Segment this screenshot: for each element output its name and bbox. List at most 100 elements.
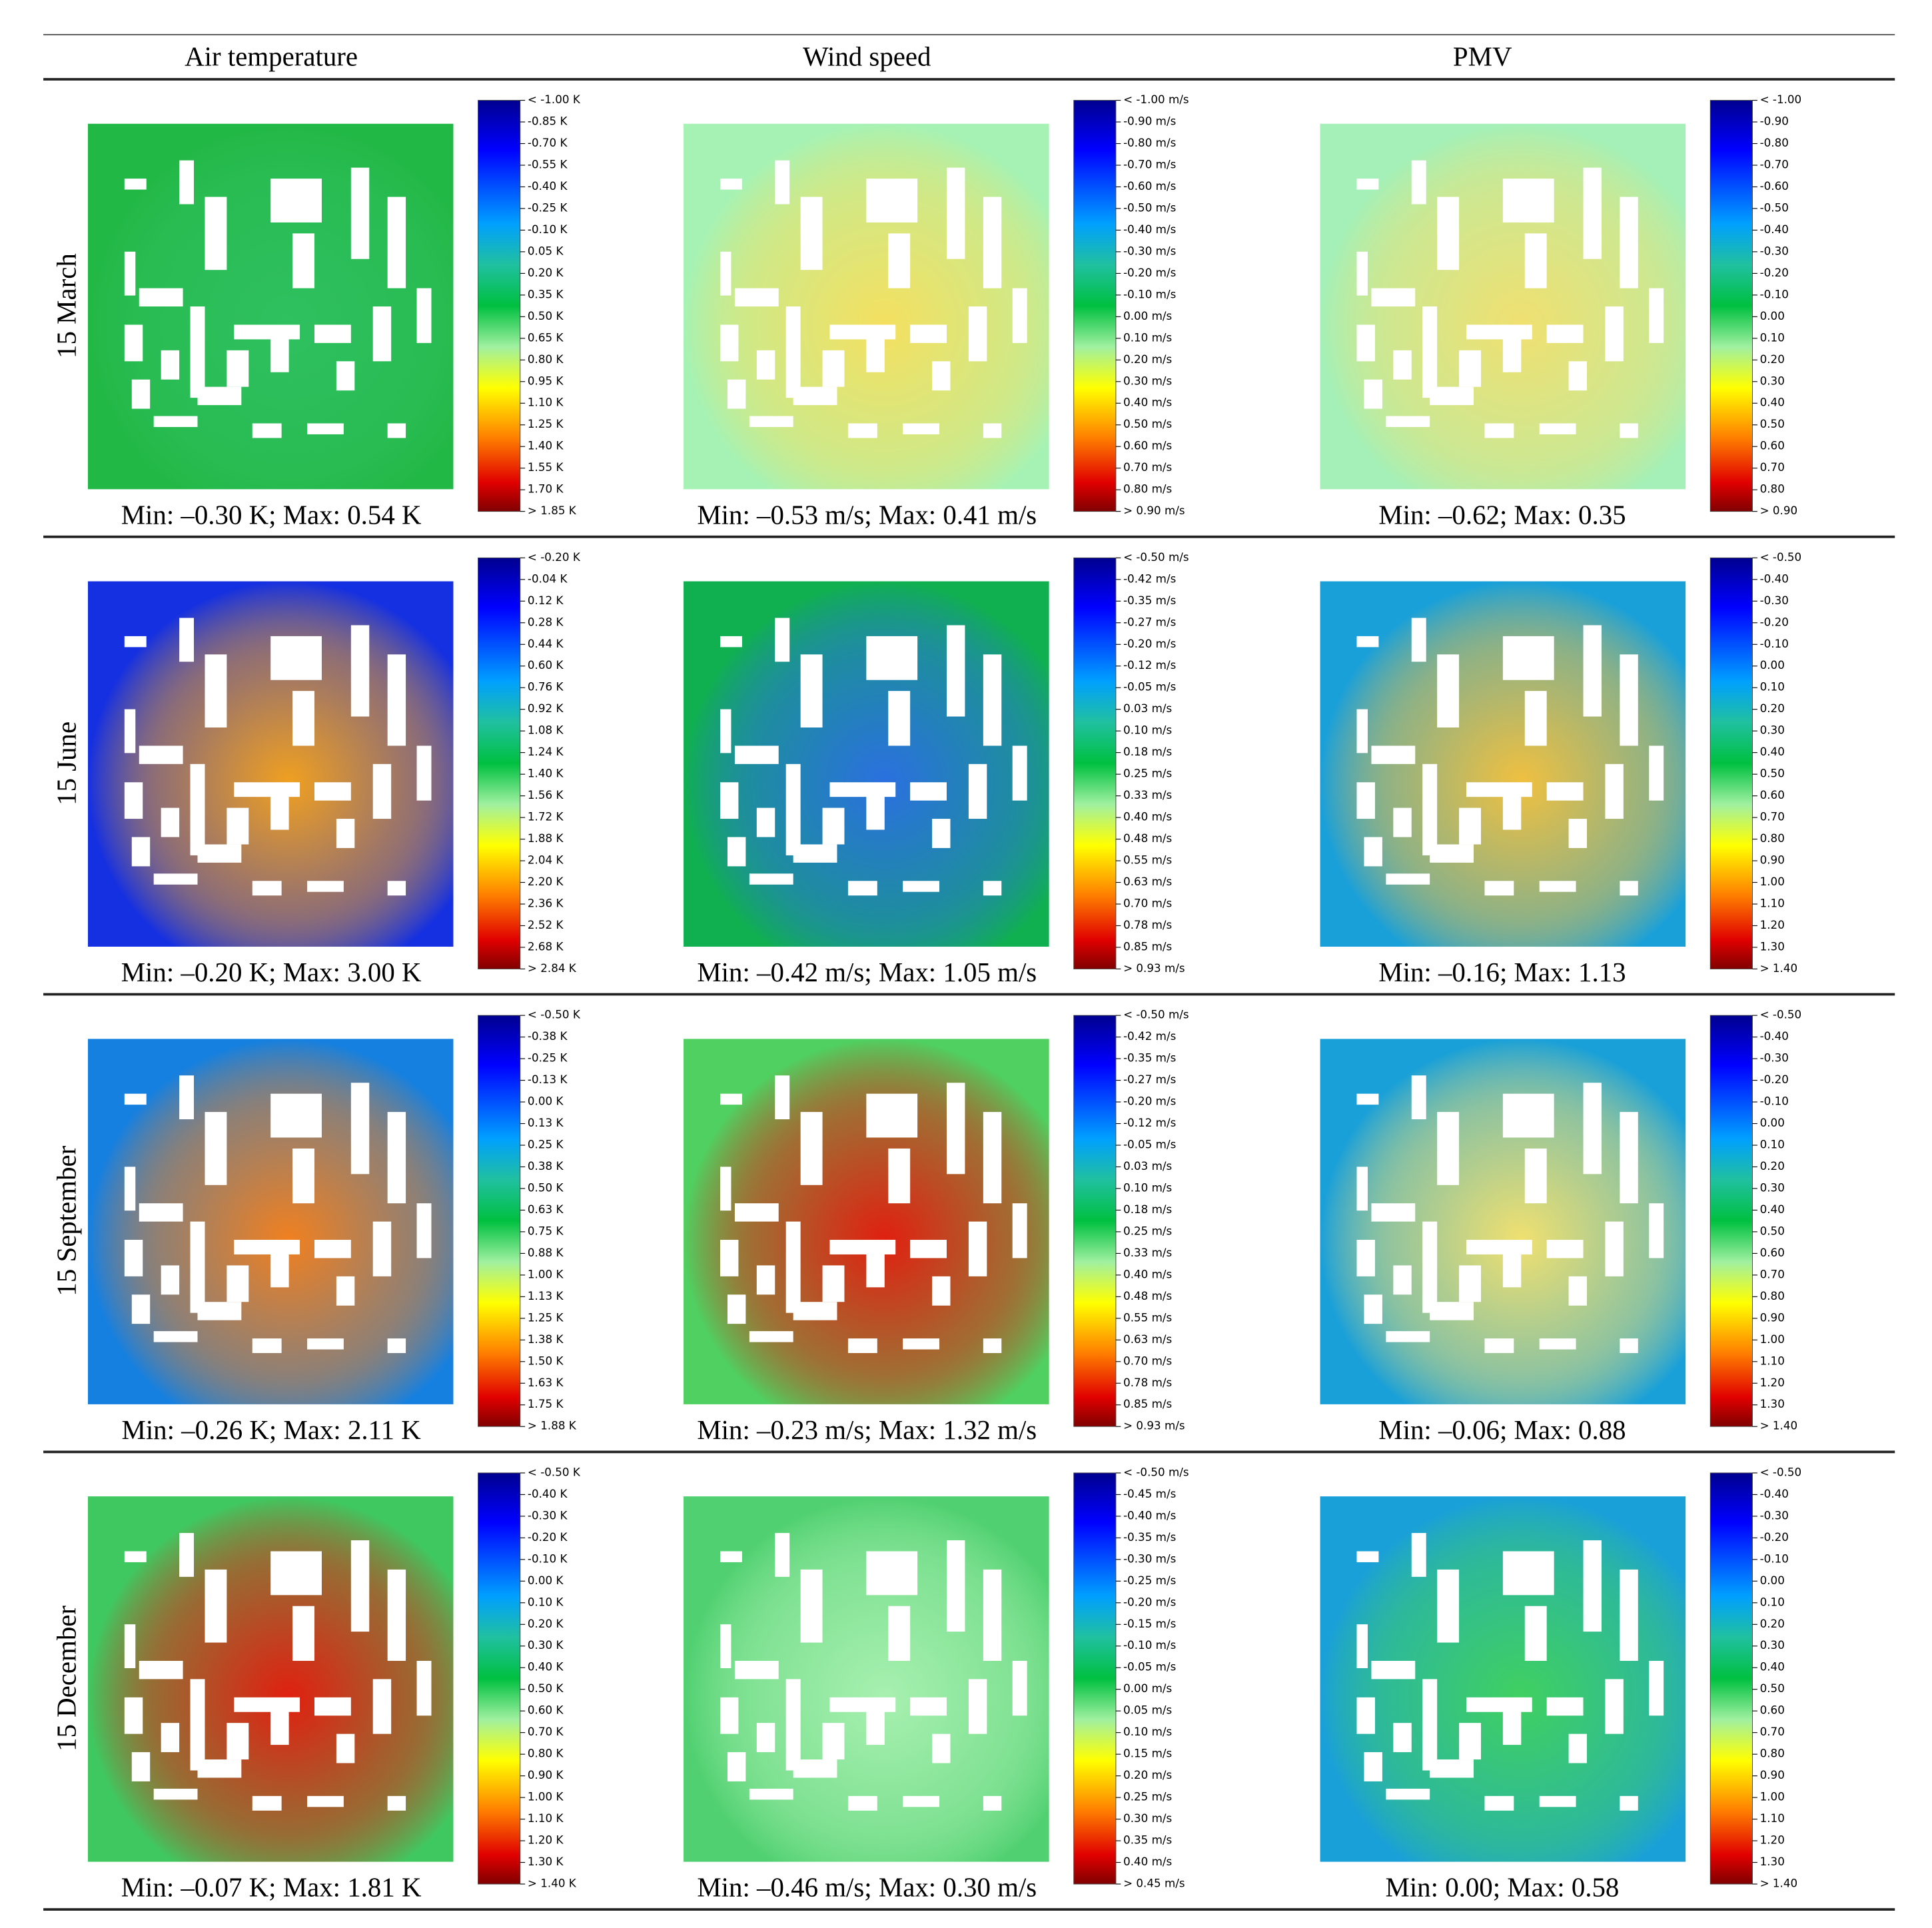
colorbar-label: 0.78 m/s [1123, 1376, 1172, 1389]
building [1356, 1240, 1375, 1276]
colorbar-label: -0.10 m/s [1123, 1638, 1176, 1652]
colorbar-label: 1.10 [1760, 1811, 1785, 1825]
building [161, 350, 180, 380]
building [847, 423, 877, 438]
building [153, 1788, 198, 1800]
colorbar-label: -0.90 [1760, 115, 1789, 128]
building [822, 1265, 845, 1302]
building [205, 1569, 227, 1643]
building [372, 1679, 392, 1734]
building [124, 1093, 147, 1105]
colorbar-label: 0.60 [1760, 1246, 1785, 1259]
colorbar-label: 1.00 [1760, 1790, 1785, 1803]
colorbar-label: > 2.84 K [528, 961, 577, 975]
building [234, 782, 300, 797]
building [866, 636, 918, 680]
column-header: PMV [1453, 42, 1512, 72]
colorbar-label: 0.90 [1760, 1768, 1785, 1781]
colorbar-label: 0.18 m/s [1123, 745, 1172, 758]
building [1364, 837, 1382, 867]
building [131, 1752, 151, 1781]
colorbar-label: 0.90 K [528, 1768, 564, 1781]
building [1605, 763, 1624, 819]
colorbar-label: 0.05 K [528, 244, 564, 257]
building [800, 197, 823, 270]
building [1466, 1240, 1532, 1254]
colorbar-label: 0.00 [1760, 1574, 1785, 1587]
building [1620, 423, 1638, 438]
colorbar-label: 1.08 K [528, 723, 564, 737]
colorbar-label: -0.40 [1760, 223, 1789, 236]
building [336, 1276, 355, 1306]
colorbar-label: 1.75 K [528, 1397, 564, 1410]
colorbar-label: -0.12 m/s [1123, 1116, 1176, 1129]
building [968, 1679, 987, 1734]
building [1437, 1112, 1460, 1185]
colorbar-label: 0.40 [1760, 745, 1785, 758]
building [314, 1697, 351, 1716]
colorbar-label: -0.05 m/s [1123, 680, 1176, 694]
building [372, 763, 392, 819]
building [252, 423, 282, 438]
colorbar-label: -0.10 [1760, 637, 1789, 650]
colorbar-label: -0.15 m/s [1123, 1617, 1176, 1630]
building [124, 1167, 136, 1211]
building [1371, 745, 1416, 764]
building [822, 807, 845, 845]
colorbar-label: 0.60 [1760, 439, 1785, 452]
building [131, 837, 151, 867]
colorbar-label: > 0.93 m/s [1123, 961, 1185, 975]
building [1568, 1276, 1587, 1306]
colorbar-label: 0.80 [1760, 1289, 1785, 1302]
building [793, 386, 837, 406]
building [1539, 881, 1576, 892]
building [785, 763, 801, 855]
building [1524, 1148, 1547, 1204]
building [1393, 1723, 1412, 1753]
colorbar-label: 0.13 K [528, 1116, 564, 1129]
building [139, 288, 183, 307]
building [829, 1697, 896, 1712]
colorbar-label: 0.40 m/s [1123, 396, 1172, 409]
building [124, 782, 143, 819]
colorbar-label: 0.30 [1760, 1181, 1785, 1194]
building [829, 782, 896, 797]
building [139, 1203, 183, 1222]
colorbar-label: 1.10 K [528, 1811, 564, 1825]
building [720, 324, 739, 362]
colorbar-label: -0.20 m/s [1123, 637, 1176, 650]
building [227, 1723, 249, 1760]
building [1430, 844, 1474, 863]
building [983, 1569, 1002, 1661]
colorbar-label: 0.44 K [528, 637, 564, 650]
building [124, 636, 147, 648]
building [307, 881, 344, 892]
building [1502, 1093, 1554, 1138]
building [1539, 1795, 1576, 1807]
building [1356, 709, 1368, 753]
colorbar-label: 0.12 K [528, 594, 564, 607]
colorbar-label: 1.30 K [528, 1855, 564, 1868]
building [350, 1083, 370, 1175]
building [1459, 1265, 1481, 1302]
building [161, 807, 180, 837]
building [350, 625, 370, 717]
building [1605, 306, 1624, 362]
building [983, 881, 1002, 896]
building [1539, 1338, 1576, 1350]
colorbar [478, 1015, 521, 1427]
colorbar-label: 0.10 m/s [1123, 723, 1172, 737]
colorbar-label: 0.10 m/s [1123, 330, 1172, 344]
colorbar [1709, 1015, 1753, 1427]
row-label: 15 September [51, 1145, 81, 1296]
building [1356, 1167, 1368, 1211]
building [270, 636, 322, 680]
building [1524, 691, 1547, 746]
building [197, 1302, 242, 1320]
building [387, 1569, 406, 1661]
building [314, 782, 351, 801]
colorbar-label: 0.00 m/s [1123, 1682, 1172, 1695]
colorbar-label: 0.92 K [528, 702, 564, 715]
colorbar-label: < -0.50 K [528, 1008, 581, 1021]
building [903, 881, 940, 892]
